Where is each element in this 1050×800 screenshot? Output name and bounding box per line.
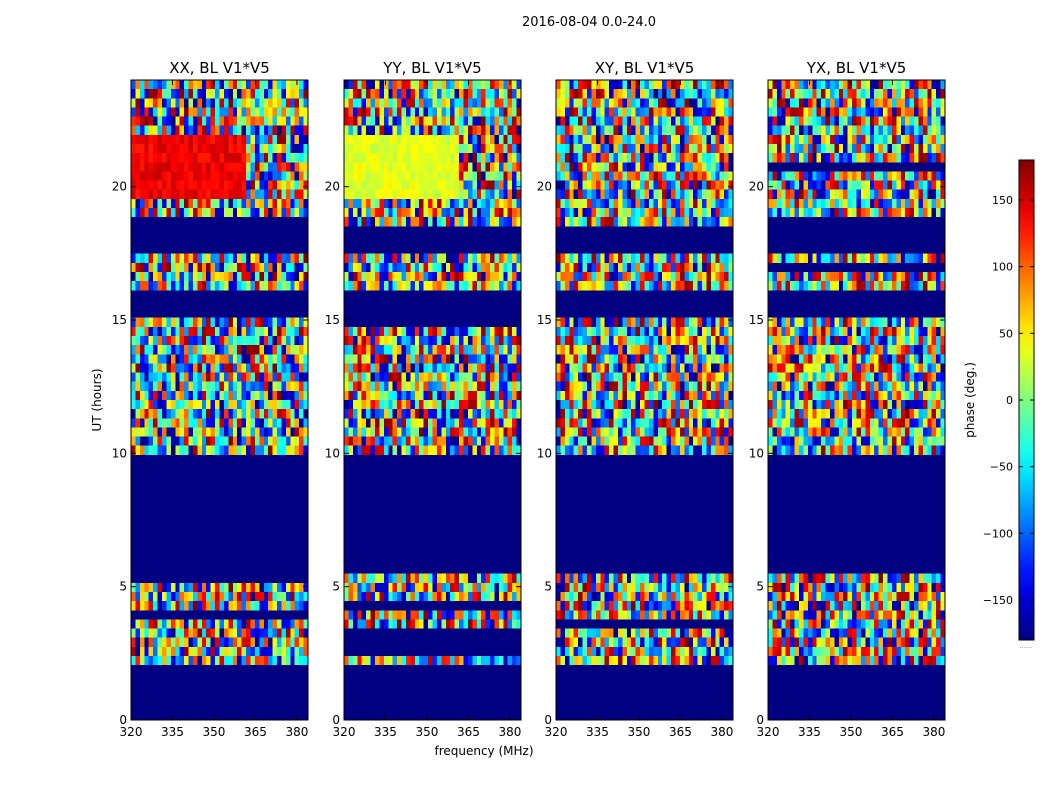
colorbar-tick-label: −50 bbox=[990, 461, 1013, 474]
colorbar-tick-label: 100 bbox=[992, 261, 1013, 274]
x-tick-label: 335 bbox=[374, 725, 397, 739]
colorbar-tick-label: −100 bbox=[983, 527, 1013, 540]
y-tick-label: 20 bbox=[537, 180, 552, 194]
x-tick-label: 365 bbox=[244, 725, 267, 739]
y-tick-label: 0 bbox=[544, 713, 552, 727]
y-tick-label: 10 bbox=[325, 446, 340, 460]
panel-xy: XY, BL V1*V5 320 335 350 365 380 0 5 10 15 20 bbox=[537, 59, 734, 739]
panel-yx: YX, BL V1*V5 320 335 350 365 380 0 5 10 15 20 bbox=[749, 59, 946, 739]
y-tick-label: 5 bbox=[119, 580, 127, 594]
panel-frame bbox=[130, 79, 309, 721]
heatmap-image-yy bbox=[344, 80, 521, 720]
panel-title-xx: XX, BL V1*V5 bbox=[169, 59, 270, 77]
y-axis-label: UT (hours) bbox=[90, 368, 104, 431]
panel-frame bbox=[767, 79, 946, 721]
x-tick-label: 350 bbox=[628, 725, 651, 739]
y-tick-label: 5 bbox=[756, 580, 764, 594]
panel-title-yy: YY, BL V1*V5 bbox=[382, 59, 481, 77]
panel-frame bbox=[555, 79, 734, 721]
x-tick-label: 365 bbox=[457, 725, 480, 739]
panel-xx: XX, BL V1*V5 320 335 350 365 380 0 5 10 15 20 bbox=[112, 59, 309, 739]
y-tick-label: 20 bbox=[325, 180, 340, 194]
y-tick-label: 0 bbox=[119, 713, 127, 727]
x-tick-label: 350 bbox=[203, 725, 226, 739]
x-tick-label: 350 bbox=[840, 725, 863, 739]
panel-frame bbox=[343, 79, 522, 721]
x-tick-label: 335 bbox=[586, 725, 609, 739]
y-tick-label: 20 bbox=[749, 180, 764, 194]
y-tick-label: 10 bbox=[112, 446, 127, 460]
x-tick-label: 335 bbox=[798, 725, 821, 739]
x-tick-label: 320 bbox=[757, 725, 780, 739]
y-tick-label: 5 bbox=[544, 580, 552, 594]
heatmap-image-xy bbox=[556, 80, 733, 720]
colorbar-footnote: ...... bbox=[1019, 642, 1032, 650]
y-tick-label: 15 bbox=[112, 313, 127, 327]
y-tick-label: 0 bbox=[756, 713, 764, 727]
x-tick-label: 380 bbox=[922, 725, 945, 739]
y-tick-label: 10 bbox=[537, 446, 552, 460]
colorbar-tick-label: 50 bbox=[999, 327, 1013, 340]
x-tick-label: 380 bbox=[498, 725, 521, 739]
panel-title-yx: YX, BL V1*V5 bbox=[806, 59, 907, 77]
y-tick-label: 0 bbox=[332, 713, 340, 727]
heatmap-image-yx bbox=[768, 80, 945, 720]
colorbar: 150 100 50 0 −50 −100 −150 bbox=[983, 159, 1035, 641]
y-tick-label: 10 bbox=[749, 446, 764, 460]
panel-yy: YY, BL V1*V5 320 335 350 365 380 0 5 10 15 20 bbox=[325, 59, 522, 739]
y-tick-label: 15 bbox=[749, 313, 764, 327]
colorbar-tick-label: 150 bbox=[992, 194, 1013, 207]
colorbar-tick-label: −150 bbox=[983, 594, 1013, 607]
y-tick-label: 20 bbox=[112, 180, 127, 194]
panel-title-xy: XY, BL V1*V5 bbox=[595, 59, 695, 77]
x-axis-label: frequency (MHz) bbox=[434, 744, 533, 758]
figure-suptitle: 2016-08-04 0.0-24.0 bbox=[522, 15, 656, 30]
x-tick-label: 320 bbox=[545, 725, 568, 739]
x-tick-label: 350 bbox=[416, 725, 439, 739]
y-tick-label: 5 bbox=[332, 580, 340, 594]
x-tick-label: 380 bbox=[710, 725, 733, 739]
x-tick-label: 335 bbox=[161, 725, 184, 739]
x-tick-label: 365 bbox=[881, 725, 904, 739]
x-tick-label: 380 bbox=[285, 725, 308, 739]
x-tick-label: 365 bbox=[669, 725, 692, 739]
y-tick-label: 15 bbox=[537, 313, 552, 327]
x-tick-label: 320 bbox=[120, 725, 143, 739]
heatmap-image-xx bbox=[131, 80, 308, 720]
x-tick-label: 320 bbox=[333, 725, 356, 739]
colorbar-label: phase (deg.) bbox=[963, 362, 977, 438]
colorbar-tick-label: 0 bbox=[1006, 394, 1013, 407]
y-tick-label: 15 bbox=[325, 313, 340, 327]
